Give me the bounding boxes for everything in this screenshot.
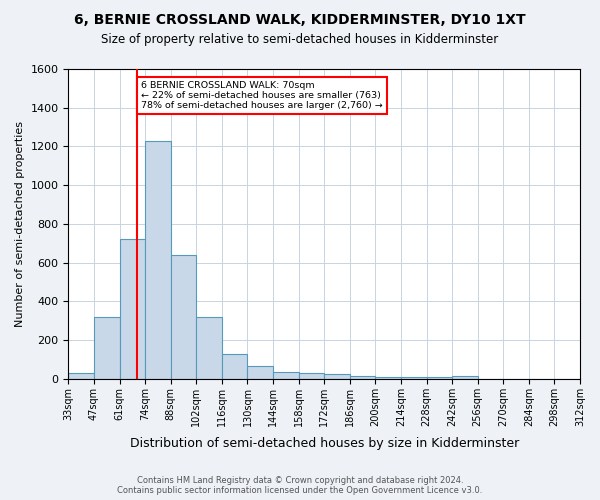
- Text: 6, BERNIE CROSSLAND WALK, KIDDERMINSTER, DY10 1XT: 6, BERNIE CROSSLAND WALK, KIDDERMINSTER,…: [74, 12, 526, 26]
- Text: 6 BERNIE CROSSLAND WALK: 70sqm
← 22% of semi-detached houses are smaller (763)
7: 6 BERNIE CROSSLAND WALK: 70sqm ← 22% of …: [141, 80, 383, 110]
- Bar: [299, 373, 324, 379]
- Bar: [94, 317, 119, 379]
- Bar: [247, 366, 273, 379]
- X-axis label: Distribution of semi-detached houses by size in Kidderminster: Distribution of semi-detached houses by …: [130, 437, 519, 450]
- Text: Size of property relative to semi-detached houses in Kidderminster: Size of property relative to semi-detach…: [101, 32, 499, 46]
- Bar: [324, 374, 350, 379]
- Bar: [401, 377, 427, 379]
- Bar: [171, 255, 196, 379]
- Bar: [427, 377, 452, 379]
- Bar: [145, 140, 171, 379]
- Bar: [452, 376, 478, 379]
- Bar: [68, 373, 94, 379]
- Bar: [222, 354, 247, 379]
- Bar: [376, 377, 401, 379]
- Y-axis label: Number of semi-detached properties: Number of semi-detached properties: [15, 121, 25, 327]
- Bar: [273, 372, 299, 379]
- Bar: [119, 240, 145, 379]
- Bar: [196, 317, 222, 379]
- Text: Contains HM Land Registry data © Crown copyright and database right 2024.
Contai: Contains HM Land Registry data © Crown c…: [118, 476, 482, 495]
- Bar: [350, 376, 376, 379]
